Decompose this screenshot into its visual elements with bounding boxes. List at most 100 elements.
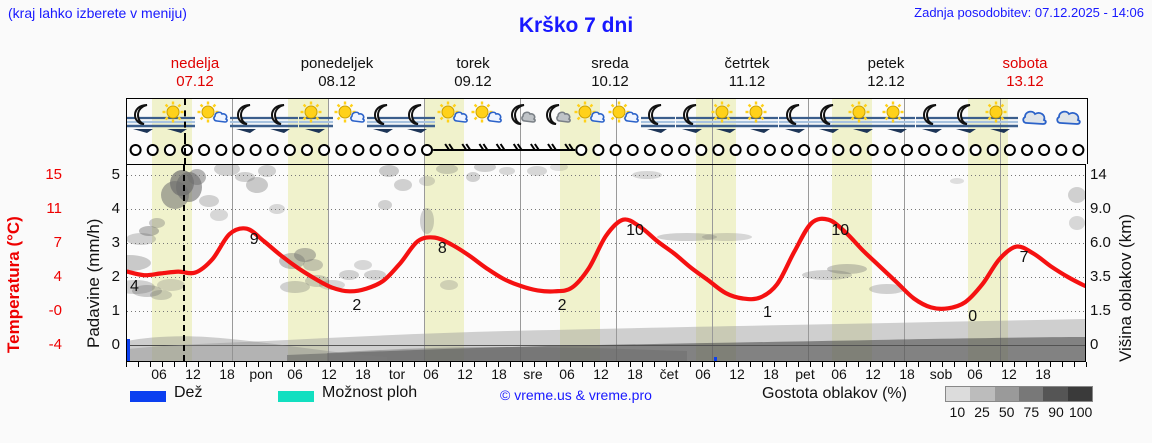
time-axis-label: 12 (321, 366, 337, 382)
day-date: 07.12 (176, 73, 214, 90)
cloud-icon (624, 111, 640, 123)
temperature-axis-title: Temperatura (°C) (4, 216, 23, 353)
time-tick (786, 362, 787, 367)
day-separator (808, 165, 809, 361)
time-tick (222, 362, 223, 367)
time-tick (414, 362, 415, 367)
weather-icon-cell (333, 99, 367, 139)
calm-wind-icon (386, 144, 399, 156)
wind-lines-icon (812, 116, 847, 133)
weather-icon-cell (744, 99, 779, 139)
calm-wind-icon (198, 144, 211, 156)
weather-icon-cell (196, 99, 230, 139)
day-separator (232, 165, 233, 361)
calm-wind-icon (335, 144, 348, 156)
moon-icon (648, 104, 662, 125)
time-axis-label: 06 (967, 366, 983, 382)
time-tick (678, 362, 679, 367)
gridline (127, 277, 1085, 278)
day-separator (616, 165, 617, 361)
time-tick (990, 362, 991, 367)
time-tick (1062, 362, 1063, 367)
daylight-band (696, 165, 736, 361)
time-tick (594, 362, 595, 367)
cloudheight-tick-label: 1.5 (1090, 302, 1111, 319)
cloud-icon (521, 111, 537, 123)
cloud-density-swatch (1043, 387, 1068, 401)
cloud-icon (212, 111, 228, 123)
moon-icon (922, 104, 936, 125)
cloud-icon (555, 111, 571, 123)
wind-lines-icon (264, 116, 299, 133)
time-tick (882, 362, 883, 367)
day-date: 12.12 (867, 73, 905, 90)
time-axis-label: 18 (355, 366, 371, 382)
wind-lines-icon (161, 116, 196, 133)
cloudheight-tick-label: 0 (1090, 336, 1099, 353)
day-header-nedelja: nedelja 07.12 (125, 55, 265, 93)
calm-wind-icon (712, 144, 725, 156)
temperature-tick-label: 4 (53, 268, 62, 285)
current-time-line (184, 99, 186, 139)
time-tick (282, 362, 283, 367)
precipitation-tick-label: 2 (111, 268, 120, 285)
time-axis-label: pet (795, 366, 815, 382)
time-tick (1086, 362, 1087, 367)
moon-icon (134, 104, 148, 125)
weather-icon-cell (161, 99, 196, 139)
calm-wind-icon (369, 144, 382, 156)
calm-wind-icon (129, 144, 142, 156)
temperature-tick-label: 7 (53, 234, 62, 251)
temperature-peak-label: 9 (249, 230, 259, 248)
sun-icon (162, 101, 184, 123)
time-tick (426, 362, 427, 367)
time-tick (942, 362, 943, 367)
copyright-link[interactable]: © vreme.us & vreme.pro (500, 387, 652, 403)
calm-wind-icon (883, 144, 896, 156)
time-tick (294, 362, 295, 367)
day-name: sobota (1002, 55, 1048, 72)
time-tick (954, 362, 955, 367)
time-axis-label: 18 (491, 366, 507, 382)
time-tick (714, 362, 715, 367)
time-tick (702, 362, 703, 367)
weather-icon-cell (539, 99, 573, 139)
time-tick (234, 362, 235, 367)
temperature-peak-label: 2 (557, 297, 567, 315)
time-tick (1002, 362, 1003, 367)
time-axis-label: 12 (457, 366, 473, 382)
time-tick (858, 362, 859, 367)
daylight-band (424, 165, 464, 361)
time-tick (570, 362, 571, 367)
calm-wind-icon (249, 144, 262, 156)
calm-wind-icon (609, 144, 622, 156)
time-tick (162, 362, 163, 367)
calm-wind-icon (403, 144, 416, 156)
time-tick (198, 362, 199, 367)
day-separator (328, 165, 329, 361)
calm-wind-icon (729, 144, 742, 156)
time-tick (762, 362, 763, 367)
time-tick (738, 362, 739, 367)
daylight-band (968, 165, 1008, 361)
temperature-peak-label: 7 (1019, 248, 1029, 266)
time-tick (366, 362, 367, 367)
current-time-line (183, 165, 185, 361)
time-tick (210, 362, 211, 367)
time-tick (126, 362, 127, 367)
temperature-peak-label: 0 (968, 308, 978, 326)
gridline (127, 209, 1085, 210)
day-name: ponedeljek (300, 55, 374, 72)
sun-icon (985, 101, 1007, 123)
calm-wind-icon (815, 144, 828, 156)
wind-lines-icon (641, 116, 676, 133)
showers-legend-swatch (278, 391, 314, 402)
time-tick (810, 362, 811, 367)
weather-icon-cell (470, 99, 504, 139)
cloudheight-tick-label: 6.0 (1090, 234, 1111, 251)
time-tick (558, 362, 559, 367)
wind-lines-icon (950, 116, 984, 133)
sun-icon (471, 101, 493, 123)
calm-wind-icon (678, 144, 691, 156)
weather-icon-cell (984, 99, 1019, 139)
